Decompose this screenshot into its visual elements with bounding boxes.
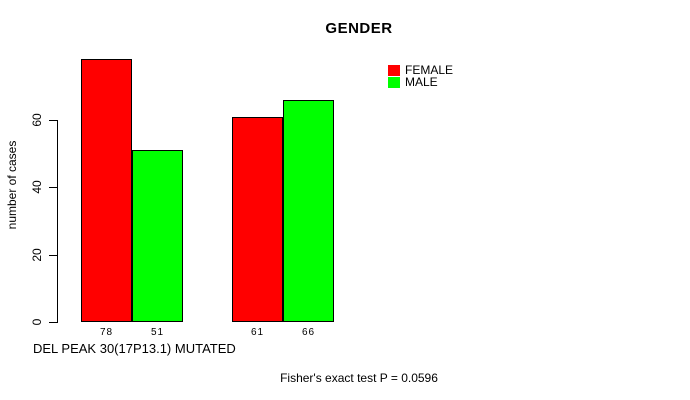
y-axis-line [57, 119, 58, 323]
bar-female-group1 [81, 59, 132, 322]
legend-swatch-female-icon [388, 65, 400, 76]
fisher-test-annotation: Fisher's exact test P = 0.0596 [280, 371, 438, 385]
bar-male-group1 [132, 150, 183, 322]
y-axis-title: number of cases [5, 140, 19, 230]
y-tick-mark [49, 119, 57, 121]
bar-male-group2 [283, 99, 334, 322]
y-tick-mark [49, 322, 57, 323]
bar-value-label: 61 [250, 327, 265, 338]
y-tick-mark [49, 187, 57, 189]
bar-value-label: 66 [301, 327, 316, 338]
y-tick-label: 20 [30, 247, 44, 262]
legend-swatch-male-icon [388, 77, 400, 88]
y-tick-mark [49, 254, 57, 256]
legend: FEMALE MALE [388, 63, 454, 89]
legend-label-male: MALE [405, 75, 438, 89]
y-tick-label: 60 [30, 113, 44, 127]
x-axis-label: DEL PEAK 30(17P13.1) MUTATED [33, 341, 236, 356]
bar-value-label: 51 [150, 327, 165, 338]
legend-item-male: MALE [388, 75, 453, 89]
bar-value-label: 78 [99, 327, 114, 338]
y-tick-label: 40 [30, 180, 44, 195]
chart-title: GENDER [325, 20, 393, 37]
y-tick-label: 0 [30, 318, 44, 326]
bar-female-group2 [232, 116, 283, 322]
legend-item-female: FEMALE [388, 63, 454, 77]
legend-label-female: FEMALE [405, 63, 454, 77]
